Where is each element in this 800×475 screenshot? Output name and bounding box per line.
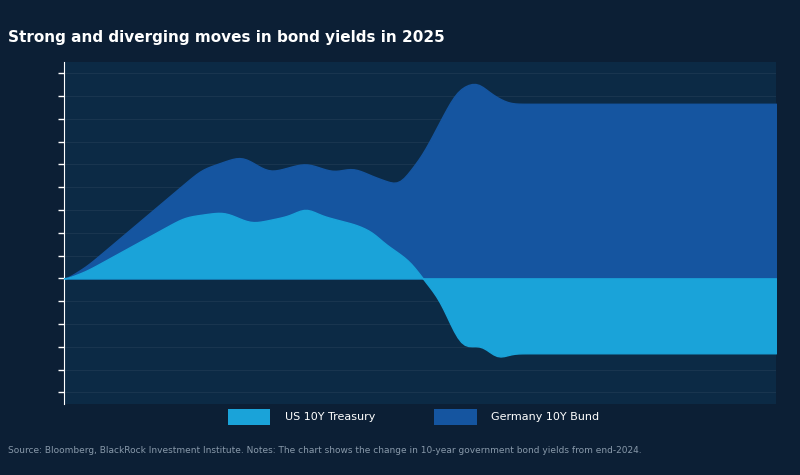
Text: Source: Bloomberg, BlackRock Investment Institute. Notes: The chart shows the ch: Source: Bloomberg, BlackRock Investment … [8,446,642,455]
Text: US 10Y Treasury: US 10Y Treasury [285,412,375,422]
Bar [228,409,270,425]
Text: Strong and diverging moves in bond yields in 2025: Strong and diverging moves in bond yield… [8,29,445,45]
Text: Germany 10Y Bund: Germany 10Y Bund [491,412,599,422]
Bar [434,409,477,425]
